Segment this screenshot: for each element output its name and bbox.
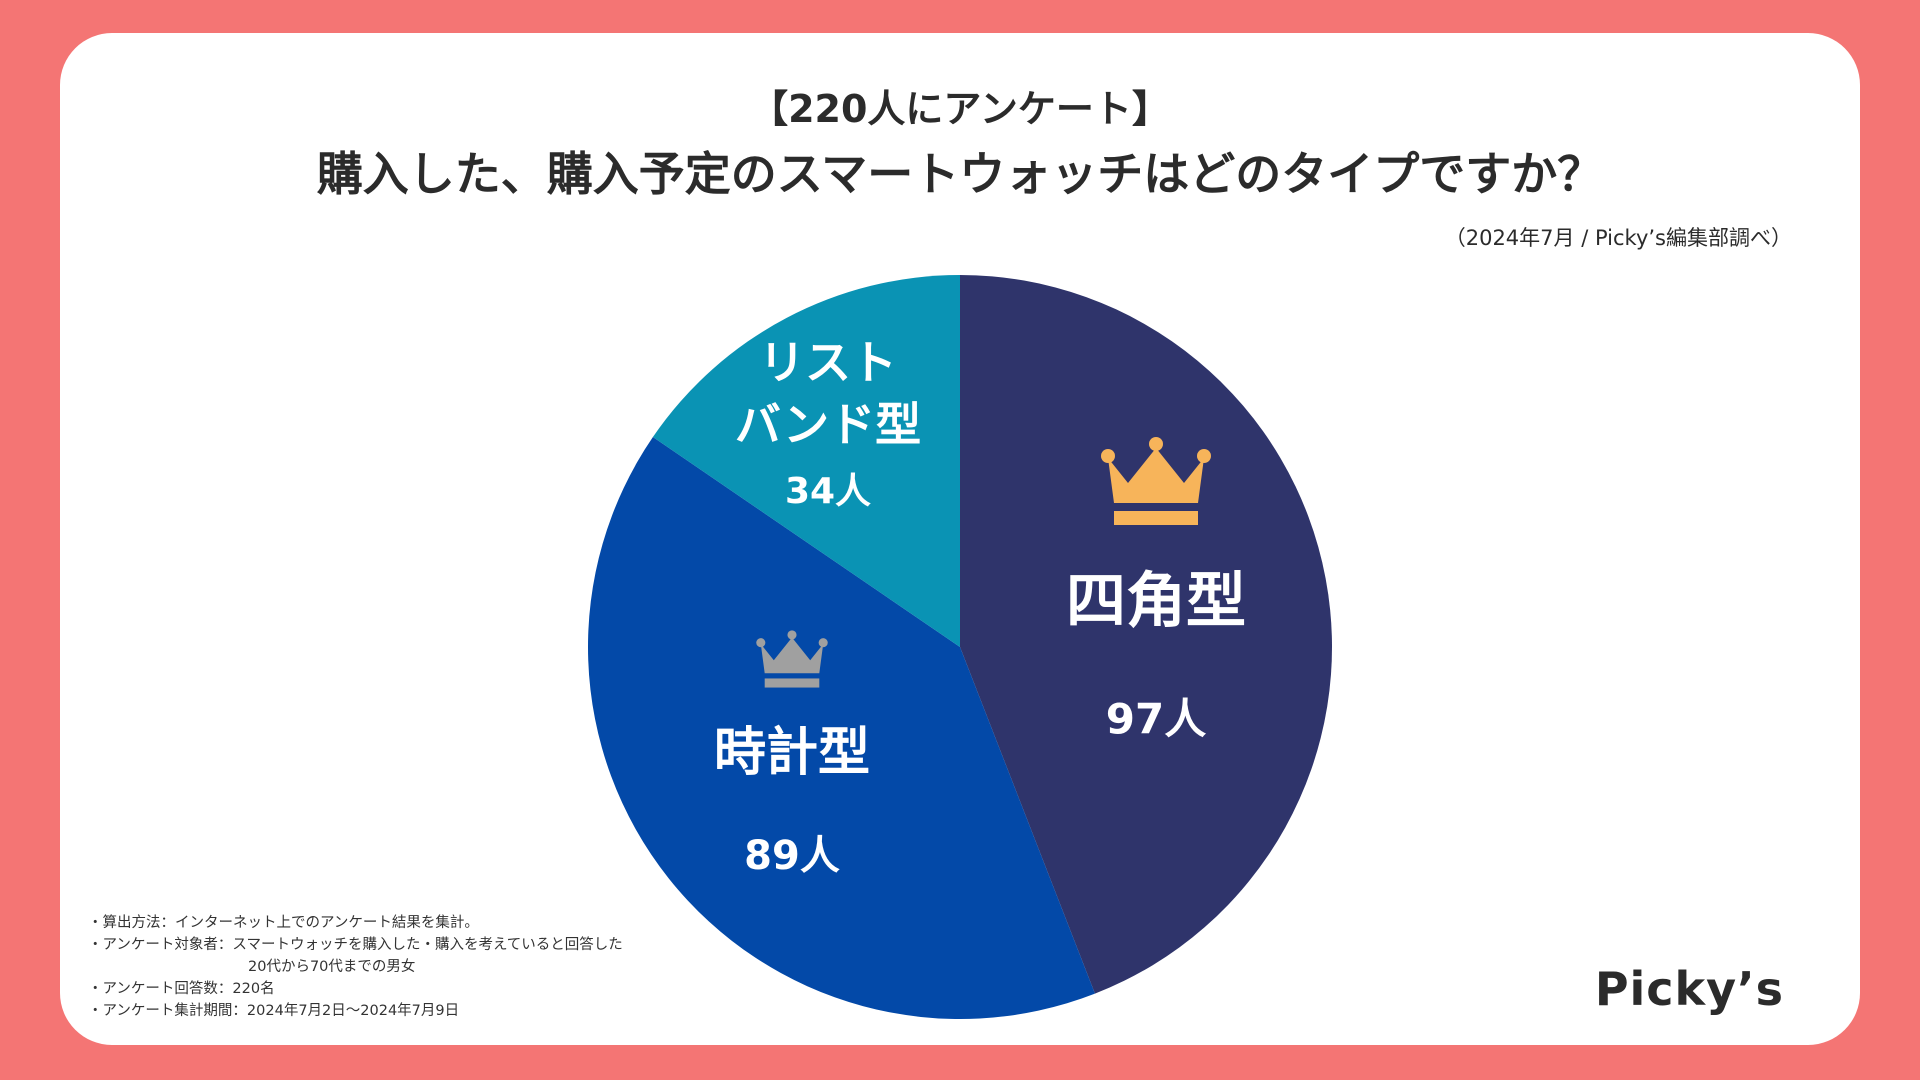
note-period: ・アンケート集計期間：2024年7月2日〜2024年7月9日 [88, 1003, 460, 1019]
gold-crown-icon [1101, 437, 1211, 525]
slice-label: 四角型 [1066, 567, 1246, 637]
slice-band [652, 275, 960, 647]
slice-square [960, 275, 1333, 994]
slice-value-label: 97人 [1106, 695, 1206, 744]
slice-label: リスト [759, 336, 897, 390]
note-count: ・アンケート回答数：220名 [88, 981, 275, 997]
slice-label: 時計型 [714, 723, 870, 783]
survey-notes: ・算出方法：インターネット上でのアンケート結果を集計。 ・アンケート対象者：スマ… [88, 912, 623, 1022]
source-note: （2024年7月 / Picky’s編集部調べ） [1444, 226, 1792, 250]
note-target: ・アンケート対象者：スマートウォッチを購入した・購入を考えていると回答した [88, 937, 623, 953]
silver-crown-icon [756, 630, 828, 688]
note-method: ・算出方法：インターネット上でのアンケート結果を集計。 [88, 915, 479, 931]
slice-label-line2: バンド型 [735, 398, 921, 452]
note-target-detail: 20代から70代までの男女 [248, 959, 416, 975]
chart-title: 購入した、購入予定のスマートウォッチはどのタイプですか？ [316, 147, 1604, 201]
slice-watch [588, 437, 1095, 1020]
picky-logo: Picky’s [1594, 962, 1784, 1016]
slice-value-label: 89人 [744, 833, 840, 879]
survey-subtitle: 【220人にアンケート】 [750, 87, 1170, 131]
slice-value-label: 34人 [785, 471, 871, 512]
